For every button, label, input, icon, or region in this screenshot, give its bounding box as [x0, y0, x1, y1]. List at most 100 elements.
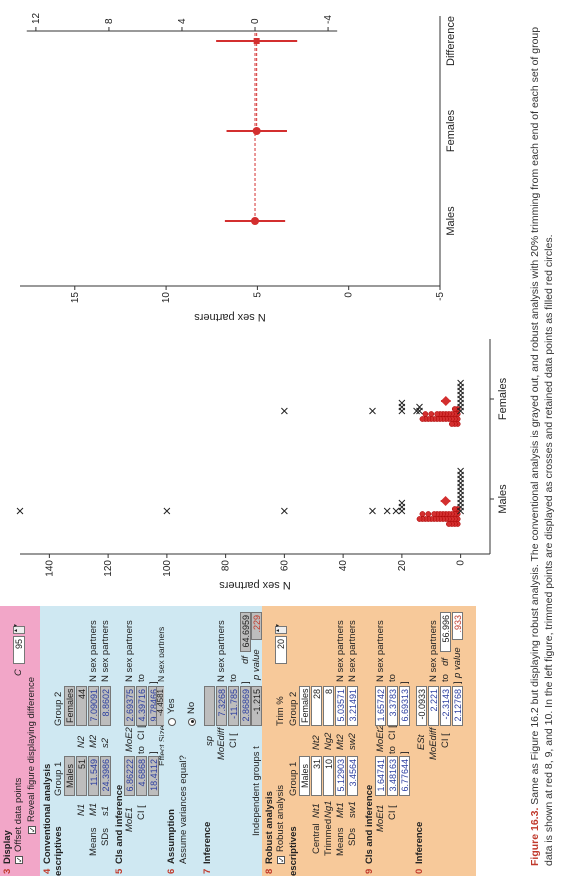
group1-name: Males [299, 756, 310, 796]
y-tick-label: 5 [252, 292, 263, 298]
moe-value: 2.221 [428, 686, 439, 726]
ng2-value: 8 [323, 686, 334, 726]
retained-point [451, 506, 458, 512]
ng1-value: 10 [323, 756, 334, 796]
ci2-lo: 3.3783 [387, 686, 398, 726]
trim-spinner[interactable]: ▲▼ [275, 623, 287, 634]
y-tick-label: 100 [162, 560, 173, 577]
section-title: Assumption [166, 809, 177, 864]
trimmed-point [398, 399, 406, 407]
p-label: p value [452, 647, 463, 678]
nt2-value: 28 [311, 686, 322, 726]
no-radio[interactable] [188, 718, 196, 726]
unit-label: N sex partners [335, 620, 346, 682]
ci1-lo: 4.6868 [136, 756, 147, 796]
moe2-value: 2.69375 [124, 686, 135, 726]
trimmed-point [457, 379, 464, 387]
moe-value: 7.3268 [216, 686, 227, 726]
y-tick-label: 10 [161, 292, 172, 304]
moe-label: MoEdiff [216, 727, 227, 760]
p-value: .229 [251, 612, 262, 640]
robust-checkbox[interactable]: ✓ [277, 856, 286, 864]
t-label: Independent groups t [251, 746, 262, 836]
retained-point [446, 521, 452, 527]
n2-value: 44 [76, 686, 87, 726]
difference-marker [253, 38, 260, 44]
ci1-hi: 6.77644 [399, 756, 410, 796]
difference-tick-label: 4 [177, 18, 188, 24]
ng1-label: Ng1 [323, 800, 334, 818]
c-label: C [13, 669, 24, 676]
robust-cis-section: 9 CIs and inference MoEt1 1.64741 MoEt2 … [362, 606, 412, 876]
mt1-value: 5.12903 [335, 756, 346, 796]
ci1-to: to [387, 746, 398, 754]
trimmed-point [383, 507, 391, 515]
category-label: Difference [445, 16, 457, 66]
section-number: 4 [42, 868, 53, 874]
section-number: 5 [114, 868, 125, 874]
retained-point [419, 416, 426, 422]
trimmed-point [416, 403, 423, 411]
unit-label-2: N sex partners [347, 620, 358, 682]
trim-input[interactable]: 20 [275, 636, 287, 664]
y-tick-label: 0 [456, 560, 467, 566]
robust-section: 8 Robust analysis ✓ Robust analysis Trim… [262, 606, 362, 876]
moe2-value: 1.65742 [375, 686, 386, 726]
c-spinner[interactable]: ▲▼ [13, 623, 25, 634]
section-number: 6 [166, 868, 177, 874]
es-value: -0.0933 [416, 686, 427, 726]
category-label: Males [497, 484, 509, 514]
ci-close: ] [240, 681, 251, 684]
means-label: Means [335, 827, 346, 856]
retained-point [419, 511, 426, 517]
section-title: Inference [202, 821, 213, 864]
y-tick-label: 15 [70, 292, 81, 304]
ci-label: CI [ [228, 733, 239, 748]
ci-label: CI [ [440, 733, 451, 748]
section-title: Conventional analysis [42, 763, 53, 864]
central-label: Central [311, 823, 322, 854]
descriptives-label: escriptives [53, 826, 64, 876]
moe1-value: 6.86222 [124, 756, 135, 796]
s2-label: s2 [100, 737, 111, 748]
trimmed-point [369, 507, 376, 515]
category-label: Females [445, 109, 457, 152]
retained-point [434, 411, 440, 417]
m1-value: 11.549 [88, 756, 99, 796]
group2-name: Females [64, 686, 75, 726]
section-title: CIs and inference [364, 784, 375, 864]
difference-tick-label: 8 [104, 18, 115, 24]
reveal-label: Reveal figure displaying difference [26, 676, 37, 822]
ci2-label: CI [ [387, 725, 398, 740]
category-label: Males [445, 206, 457, 236]
c-input[interactable]: 95 [13, 636, 25, 664]
y-tick-label: 0 [344, 292, 355, 298]
unit-label: N sex partners [216, 620, 227, 682]
nt1-value: 31 [311, 756, 322, 796]
ci2-to: to [387, 674, 398, 682]
trimmed-point [163, 507, 171, 515]
retained-point [451, 406, 458, 412]
category-label: Females [497, 377, 509, 420]
mt2-value: 5.03571 [335, 686, 346, 726]
unit-label: N sex partners [124, 620, 135, 682]
y-tick-label: 20 [397, 560, 408, 572]
unit-label: N sex partners [428, 620, 439, 682]
control-panel: 3 Display ✓ Offset data points C 95 ▲▼ ✓… [0, 606, 520, 876]
trimmed-point [398, 499, 406, 507]
section-number: 8 [264, 868, 275, 874]
y-tick-label: 80 [221, 560, 232, 572]
ci2-close: ] [399, 681, 410, 684]
p-value: .933 [452, 612, 463, 640]
offset-checkbox[interactable]: ✓ [15, 856, 24, 864]
reveal-checkbox[interactable]: ✓ [28, 826, 37, 834]
section-title: Robust analysis [264, 791, 275, 864]
yes-radio[interactable] [168, 718, 176, 726]
section-number: 0 [414, 868, 425, 874]
mean-marker [440, 396, 451, 406]
nt1-label: Nt1 [311, 803, 322, 818]
ci2-lo: 4.39716 [136, 686, 147, 726]
ci-to: to [228, 674, 239, 682]
